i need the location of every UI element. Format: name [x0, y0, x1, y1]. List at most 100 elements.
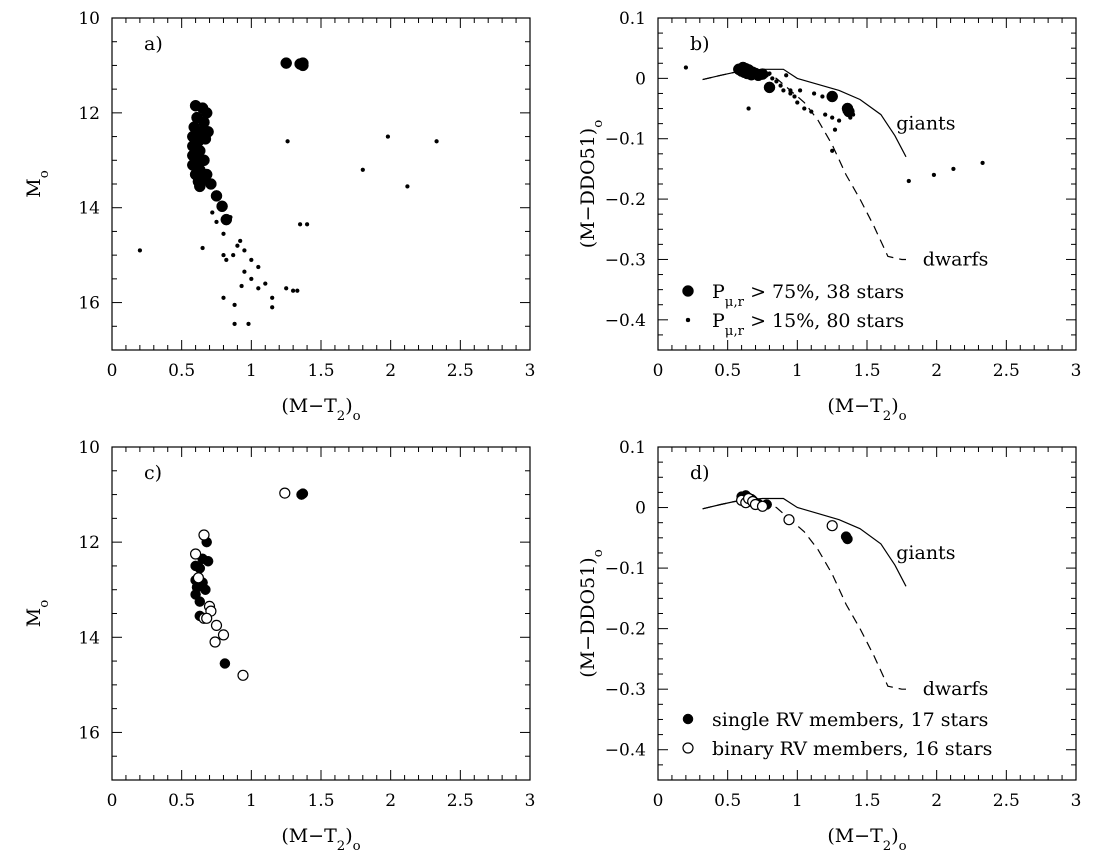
data-point	[280, 57, 292, 69]
data-point	[221, 252, 226, 258]
x-tick-label: 0.5	[168, 791, 195, 811]
data-point	[221, 231, 226, 236]
data-point	[767, 71, 772, 76]
data-point	[200, 584, 211, 595]
data-point	[242, 269, 247, 274]
data-point	[385, 134, 391, 139]
plot-frame	[111, 17, 531, 351]
data-point	[811, 91, 817, 96]
data-point	[746, 106, 751, 111]
data-point	[951, 166, 956, 172]
data-point	[235, 243, 240, 248]
data-point	[194, 596, 206, 607]
data-point	[202, 555, 214, 567]
data-point	[820, 94, 825, 99]
data-point	[756, 500, 769, 512]
x-tick-label: 1.5	[853, 791, 880, 811]
legend-marker	[682, 742, 694, 754]
data-point	[199, 133, 212, 145]
y-tick-label: −0.2	[605, 190, 646, 210]
data-point	[194, 563, 206, 574]
data-point	[209, 636, 221, 648]
data-point	[198, 529, 210, 541]
data-point	[290, 288, 296, 293]
data-point	[231, 252, 236, 258]
data-point	[434, 139, 439, 144]
data-point	[980, 160, 985, 166]
data-point	[242, 248, 247, 253]
y-axis-label: (M−DDO51)o	[577, 549, 606, 677]
x-axis-label: (M−T2)o	[827, 825, 906, 854]
x-tick-label: 1	[792, 791, 803, 811]
data-point	[781, 88, 786, 93]
data-point	[295, 288, 300, 293]
x-tick-label: 3	[1071, 361, 1082, 381]
y-tick-label: 14	[78, 199, 100, 219]
y-tick-label: 10	[78, 438, 100, 458]
data-point	[774, 79, 779, 84]
data-point	[285, 139, 290, 144]
data-point	[270, 295, 275, 300]
x-tick-label: 2	[931, 791, 942, 811]
y-tick-label: −0.1	[605, 559, 646, 579]
x-tick-label: 2.5	[447, 361, 474, 381]
data-point	[219, 658, 231, 669]
x-tick-label: 0	[653, 791, 664, 811]
data-point	[201, 612, 213, 624]
y-tick-label: 0.1	[619, 9, 646, 29]
y-tick-label: 14	[78, 628, 100, 648]
x-tick-label: 2.5	[993, 791, 1020, 811]
data-point	[797, 88, 803, 93]
data-point	[256, 286, 261, 291]
x-tick-label: 1	[792, 361, 803, 381]
data-point	[826, 90, 838, 103]
legend-entry: Pμ,r > 75%, 38 stars	[712, 281, 904, 310]
giants-label: giants	[896, 113, 955, 135]
data-point	[802, 106, 807, 111]
data-point	[200, 245, 205, 251]
data-point	[778, 83, 783, 88]
dwarfs-label: dwarfs	[923, 248, 989, 270]
data-point	[194, 180, 206, 193]
x-tick-label: 1.5	[853, 361, 880, 381]
data-point	[228, 215, 233, 220]
y-tick-label: 12	[78, 104, 100, 124]
dwarfs-label: dwarfs	[923, 678, 989, 700]
x-tick-label: 2	[385, 791, 396, 811]
data-point	[795, 100, 800, 105]
legend-entry: Pμ,r > 15%, 80 stars	[712, 310, 904, 339]
data-point	[198, 154, 210, 167]
dwarfs-track	[702, 499, 906, 690]
x-tick-label: 0.5	[168, 361, 195, 381]
y-tick-label: −0.3	[605, 680, 646, 700]
data-point	[832, 127, 838, 132]
data-point	[238, 238, 243, 244]
data-point	[788, 88, 793, 93]
y-tick-label: 10	[78, 9, 100, 29]
y-axis-label: (M−DDO51)o	[577, 120, 606, 248]
y-tick-label: −0.4	[605, 311, 646, 331]
y-tick-label: 0	[635, 499, 646, 519]
dwarfs-track	[702, 70, 906, 261]
panel-label: a)	[144, 33, 163, 55]
data-point	[249, 257, 254, 263]
panel-d: 0 0.5 1 1.5 2 2.5 3 0.1 0 −0.1 −0.2 −0.3 −0.4 (M−T2)o…	[577, 438, 1081, 854]
x-tick-label: 0	[107, 791, 118, 811]
x-tick-label: 3	[525, 791, 536, 811]
data-point	[224, 257, 229, 263]
data-point	[214, 219, 219, 225]
data-point	[763, 81, 776, 94]
data-point	[783, 514, 795, 526]
x-tick-label: 2	[385, 361, 396, 381]
data-point	[210, 190, 223, 202]
x-tick-label: 0.5	[714, 791, 741, 811]
data-point	[792, 94, 797, 99]
data-point	[304, 222, 310, 227]
legend-marker	[682, 285, 694, 297]
y-tick-label: 0	[635, 69, 646, 89]
data-point	[809, 109, 814, 114]
x-axis-label: (M−T2)o	[827, 395, 906, 424]
y-tick-label: −0.3	[605, 250, 646, 270]
panel-label: b)	[690, 33, 710, 55]
data-point	[221, 295, 226, 300]
